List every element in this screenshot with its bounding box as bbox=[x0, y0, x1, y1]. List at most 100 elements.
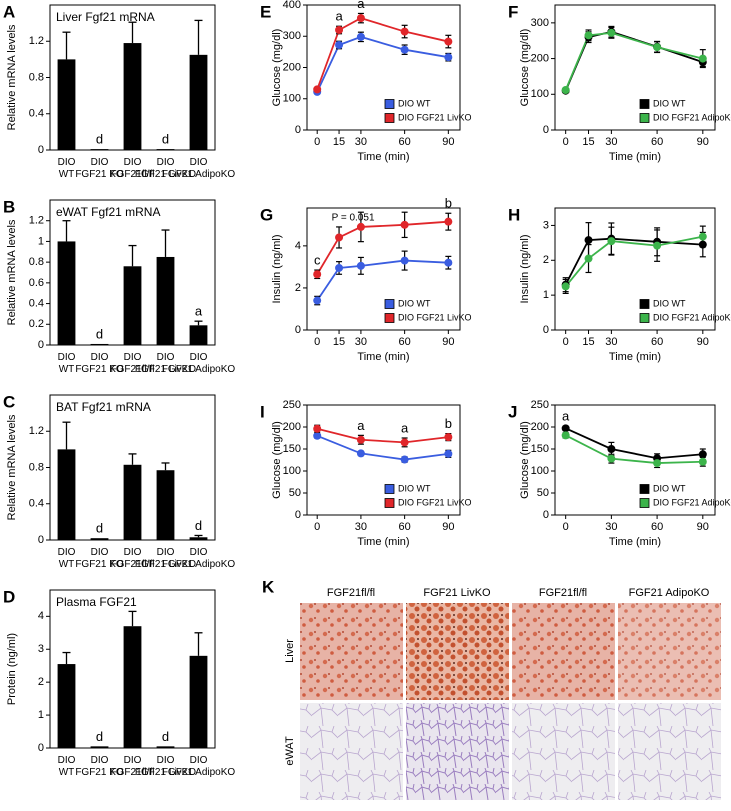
x-tick-label: 60 bbox=[399, 521, 411, 533]
y-axis-label: Relative mRNA levels bbox=[6, 219, 18, 325]
x-tick-label: 60 bbox=[399, 136, 411, 148]
point bbox=[584, 31, 593, 40]
bar bbox=[156, 470, 175, 540]
point bbox=[400, 256, 409, 265]
point bbox=[607, 445, 616, 453]
point bbox=[400, 220, 409, 229]
bar bbox=[189, 655, 208, 748]
error-bar bbox=[128, 453, 137, 465]
panel-letter: H bbox=[508, 205, 520, 224]
x-tick-label: DIO FGF21fl/fl bbox=[111, 755, 155, 778]
x-tick-label: 60 bbox=[651, 136, 663, 148]
y-axis-label: Relative mRNA levels bbox=[6, 24, 18, 130]
y-axis-label: Glucose (mg/dl) bbox=[519, 421, 531, 499]
point bbox=[313, 424, 322, 433]
annotation: b bbox=[445, 196, 452, 211]
x-tick-label: DIO FGF21 KO bbox=[75, 157, 124, 180]
annotation: d bbox=[96, 326, 103, 341]
column-label: FGF21fl/fl bbox=[327, 587, 375, 599]
point bbox=[400, 438, 409, 447]
bar bbox=[90, 343, 109, 345]
y-tick-label: 0.4 bbox=[29, 297, 44, 309]
y-axis-label: Glucose (mg/dl) bbox=[519, 29, 531, 107]
y-tick-label: 2 bbox=[543, 254, 549, 266]
y-tick-label: 0.8 bbox=[29, 256, 44, 268]
series-line bbox=[316, 434, 449, 461]
bar bbox=[123, 266, 142, 345]
y-tick-label: 150 bbox=[283, 443, 301, 455]
y-tick-label: 100 bbox=[531, 88, 549, 100]
row-label: eWAT bbox=[284, 736, 296, 766]
point bbox=[698, 457, 707, 466]
point bbox=[698, 450, 707, 459]
point bbox=[335, 263, 344, 272]
histology-panel: K FGF21fl/fl FGF21 LivKO FGF21fl/fl FGF2… bbox=[262, 577, 721, 800]
point bbox=[444, 449, 453, 458]
point bbox=[698, 232, 707, 241]
y-tick-label: 200 bbox=[283, 421, 301, 433]
legend-label: DIO WT bbox=[653, 298, 686, 308]
bar bbox=[189, 54, 208, 150]
plot-frame bbox=[554, 404, 716, 516]
panel-letter: A bbox=[3, 2, 15, 21]
legend-swatch bbox=[384, 498, 395, 508]
point bbox=[313, 296, 322, 305]
bar bbox=[156, 149, 175, 150]
x-tick-label: 0 bbox=[563, 336, 569, 348]
point bbox=[561, 424, 570, 433]
legend-swatch bbox=[384, 484, 395, 494]
legend-swatch bbox=[384, 113, 395, 123]
x-tick-label: 0 bbox=[563, 136, 569, 148]
x-tick-label: 30 bbox=[605, 336, 617, 348]
error-bar bbox=[62, 220, 71, 242]
annotation: a bbox=[195, 304, 203, 319]
y-tick-label: 300 bbox=[283, 30, 301, 42]
error-bar bbox=[194, 534, 203, 538]
y-tick-label: 0 bbox=[38, 742, 44, 754]
y-tick-label: 300 bbox=[531, 17, 549, 29]
plot-frame bbox=[554, 207, 716, 331]
annotation: a bbox=[335, 9, 343, 24]
legend-label: DIO FGF21 AdipoKO bbox=[653, 497, 731, 507]
legend-swatch bbox=[639, 498, 650, 508]
x-tick-label: DIO FGF21 LivKO bbox=[135, 352, 196, 375]
plot-frame bbox=[306, 404, 461, 516]
y-tick-label: 0.8 bbox=[29, 71, 44, 83]
y-tick-label: 4 bbox=[295, 240, 301, 252]
legend-swatch bbox=[384, 299, 395, 309]
point bbox=[444, 53, 453, 62]
ewat-image bbox=[512, 703, 615, 800]
bar bbox=[189, 537, 208, 540]
y-tick-label: 1.2 bbox=[29, 425, 44, 437]
legend-label: DIO FGF21 LivKO bbox=[398, 497, 472, 507]
point bbox=[584, 254, 593, 263]
point bbox=[444, 37, 453, 46]
bar bbox=[90, 149, 109, 150]
x-tick-label: 90 bbox=[697, 336, 709, 348]
plot-frame bbox=[306, 207, 461, 331]
panel-letter: J bbox=[508, 402, 517, 421]
liver-image bbox=[300, 603, 403, 700]
y-tick-label: 0 bbox=[543, 509, 549, 521]
point bbox=[356, 32, 365, 41]
point bbox=[356, 435, 365, 444]
x-tick-label: 90 bbox=[697, 521, 709, 533]
point bbox=[313, 431, 322, 440]
x-axis-label: Time (min) bbox=[357, 151, 409, 163]
liver-image bbox=[406, 603, 509, 700]
x-tick-label: DIO WT bbox=[58, 547, 76, 570]
point bbox=[607, 237, 616, 246]
x-tick-label: 15 bbox=[333, 336, 345, 348]
x-tick-label: 30 bbox=[355, 336, 367, 348]
y-tick-label: 0 bbox=[543, 324, 549, 336]
point bbox=[356, 14, 365, 23]
annotation: a bbox=[357, 0, 365, 11]
point bbox=[313, 85, 322, 94]
series-line bbox=[565, 434, 703, 464]
bar bbox=[57, 664, 76, 748]
y-tick-label: 2 bbox=[295, 282, 301, 294]
error-bar bbox=[128, 610, 137, 627]
y-tick-label: 400 bbox=[283, 0, 301, 11]
bar bbox=[156, 256, 175, 345]
bar bbox=[123, 464, 142, 540]
